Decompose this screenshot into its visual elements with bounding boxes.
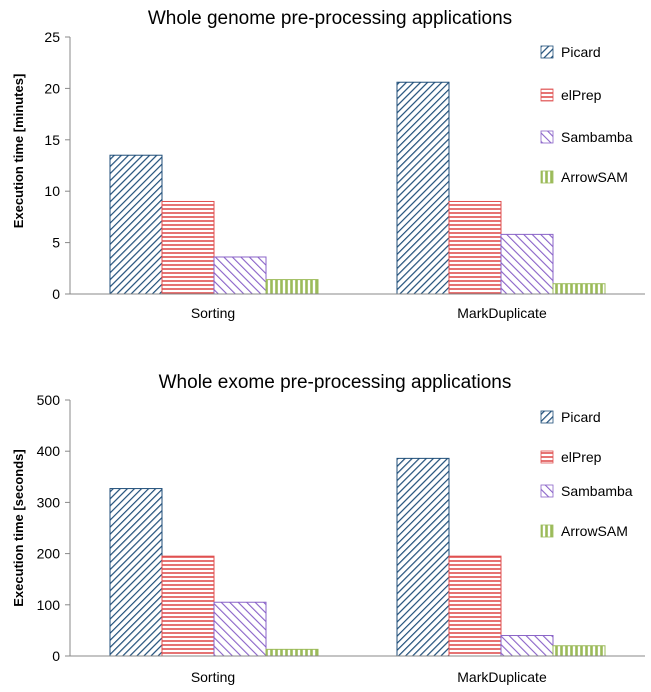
y-tick-label: 0 (52, 286, 60, 302)
legend-label: Sambamba (561, 129, 633, 145)
category-label: MarkDuplicate (457, 669, 547, 685)
y-tick-label: 25 (44, 29, 60, 45)
legend-label: ArrowSAM (561, 169, 628, 185)
genome-chart: Whole genome pre-processing applications… (11, 8, 645, 321)
legend-swatch-elprep (540, 88, 554, 102)
legend-swatch-sambamba (540, 130, 554, 144)
chart-title: Whole genome pre-processing applications (148, 8, 512, 29)
legend-label: ArrowSAM (561, 523, 628, 539)
y-tick-labels: 0 100 200 300 400 500 (37, 392, 70, 664)
category-label: Sorting (191, 669, 235, 685)
bar-arrowsam-markduplicate (552, 645, 606, 657)
bar-sambamba-sorting (213, 601, 267, 657)
bar-sambamba-sorting (213, 256, 267, 295)
y-tick-label: 200 (37, 546, 61, 562)
bar-elprep-markduplicate (448, 200, 502, 295)
y-tick-label: 20 (44, 80, 60, 96)
y-axis-label: Execution time [seconds] (11, 449, 26, 606)
bar-elprep-markduplicate (448, 555, 502, 657)
y-tick-labels: 0 5 10 15 20 25 (44, 29, 70, 302)
category-label: Sorting (191, 305, 235, 321)
y-tick-label: 5 (52, 235, 60, 251)
legend-swatch-picard (540, 45, 554, 59)
chart-title: Whole exome pre-processing applications (159, 372, 512, 393)
bar-arrowsam-sorting (265, 648, 319, 657)
y-tick-label: 300 (37, 494, 61, 510)
legend-label: Picard (561, 44, 601, 60)
y-tick-label: 0 (52, 648, 60, 664)
y-tick-label: 100 (37, 597, 61, 613)
bar-sambamba-markduplicate (500, 233, 554, 295)
legend-label: elPrep (561, 87, 602, 103)
legend-swatch-arrowsam (540, 170, 554, 184)
y-tick-label: 10 (44, 183, 60, 199)
bars (109, 457, 606, 657)
bar-elprep-sorting (161, 200, 215, 295)
legend-label: Picard (561, 409, 601, 425)
legend-swatch-sambamba (540, 484, 554, 498)
bar-arrowsam-markduplicate (552, 283, 606, 295)
bar-sambamba-markduplicate (500, 635, 554, 657)
category-label: MarkDuplicate (457, 305, 547, 321)
bar-picard-sorting (109, 488, 163, 657)
legend-swatch-arrowsam (540, 524, 554, 538)
bar-picard-markduplicate (396, 81, 450, 295)
y-tick-label: 400 (37, 443, 61, 459)
y-axis-label: Execution time [minutes] (11, 74, 26, 229)
bar-picard-markduplicate (396, 457, 450, 657)
legend: Picard elPrep Sambamba ArrowSAM (540, 44, 633, 185)
bar-picard-sorting (109, 154, 163, 295)
legend-label: Sambamba (561, 483, 633, 499)
bars (109, 81, 606, 295)
legend-swatch-picard (540, 410, 554, 424)
y-tick-label: 500 (37, 392, 61, 408)
legend-label: elPrep (561, 449, 602, 465)
bar-arrowsam-sorting (265, 279, 319, 295)
exome-chart: Whole exome pre-processing applications … (11, 372, 645, 685)
legend-swatch-elprep (540, 450, 554, 464)
bar-elprep-sorting (161, 555, 215, 657)
legend: Picard elPrep Sambamba ArrowSAM (540, 409, 633, 539)
y-tick-label: 15 (44, 132, 60, 148)
